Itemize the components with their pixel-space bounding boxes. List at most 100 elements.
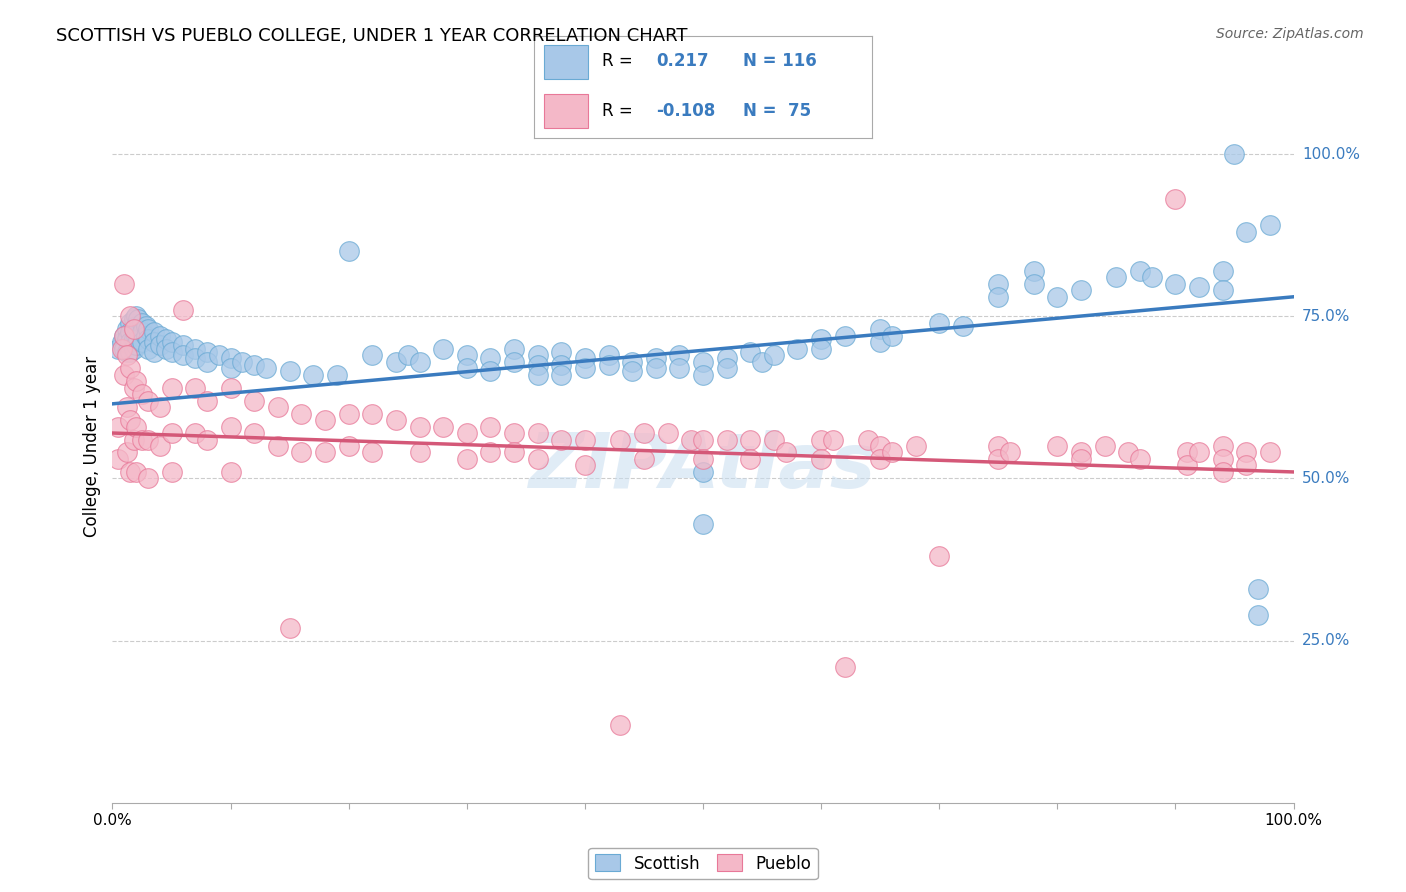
Point (987, 452, 1010, 467)
Text: 100.0%: 100.0% (1302, 146, 1360, 161)
Point (479, 364, 502, 378)
Point (928, 316, 950, 330)
Point (716, 361, 738, 376)
Point (1070, 283, 1092, 297)
Point (115, 445, 138, 459)
Point (125, 374, 148, 388)
Point (1175, 458, 1198, 473)
Point (858, 433, 880, 447)
Point (127, 322, 149, 336)
Point (125, 465, 148, 479)
Point (184, 351, 207, 366)
Point (998, 445, 1021, 459)
Text: N = 116: N = 116 (744, 53, 817, 70)
Point (1022, 264, 1045, 278)
Point (149, 338, 172, 352)
Point (184, 381, 207, 395)
Point (1212, 465, 1234, 479)
Point (120, 310, 142, 324)
Point (361, 445, 384, 459)
Point (361, 407, 384, 421)
Point (115, 400, 138, 414)
Point (195, 354, 218, 368)
Point (1234, 458, 1257, 473)
Text: ZIPAtlas: ZIPAtlas (529, 431, 877, 504)
Point (786, 342, 808, 356)
Point (135, 318, 157, 333)
Point (107, 452, 129, 467)
Text: R =: R = (602, 102, 633, 120)
Point (869, 335, 891, 350)
Point (1129, 264, 1152, 278)
Point (136, 471, 159, 485)
Point (107, 342, 129, 356)
Point (120, 361, 142, 376)
Point (692, 465, 714, 479)
Point (302, 368, 325, 382)
Point (115, 345, 138, 359)
Point (644, 351, 666, 366)
Point (644, 361, 666, 376)
Point (692, 516, 714, 531)
Point (633, 452, 655, 467)
Point (479, 419, 502, 434)
Point (219, 419, 242, 434)
Point (125, 419, 148, 434)
Point (1129, 452, 1152, 467)
Point (314, 413, 336, 427)
Point (834, 659, 856, 673)
Point (195, 393, 218, 408)
Point (243, 393, 266, 408)
Point (880, 328, 903, 343)
Point (122, 312, 145, 326)
Point (869, 439, 891, 453)
Point (987, 290, 1010, 304)
Point (550, 358, 572, 372)
Text: SCOTTISH VS PUEBLO COLLEGE, UNDER 1 YEAR CORRELATION CHART: SCOTTISH VS PUEBLO COLLEGE, UNDER 1 YEAR… (56, 27, 688, 45)
Point (125, 310, 148, 324)
Point (135, 328, 157, 343)
Point (1234, 225, 1257, 239)
Point (1212, 452, 1234, 467)
Point (160, 335, 183, 350)
Point (456, 361, 478, 376)
Point (219, 381, 242, 395)
Point (1188, 280, 1211, 294)
Point (290, 407, 312, 421)
Point (184, 342, 207, 356)
Point (621, 364, 644, 378)
Y-axis label: College, Under 1 year: College, Under 1 year (83, 355, 101, 537)
Point (231, 354, 253, 368)
Point (115, 348, 138, 362)
Point (1234, 445, 1257, 459)
Point (131, 326, 153, 340)
Point (751, 354, 773, 368)
Point (219, 465, 242, 479)
Point (122, 433, 145, 447)
Point (526, 358, 548, 372)
Point (385, 413, 408, 427)
Point (503, 445, 526, 459)
Point (1212, 283, 1234, 297)
Point (1164, 277, 1187, 291)
Point (550, 433, 572, 447)
Point (479, 351, 502, 366)
Point (869, 452, 891, 467)
Text: Source: ZipAtlas.com: Source: ZipAtlas.com (1216, 27, 1364, 41)
Point (1247, 607, 1270, 622)
Point (195, 433, 218, 447)
Point (120, 316, 142, 330)
Point (155, 332, 177, 346)
Point (149, 439, 172, 453)
Point (456, 452, 478, 467)
Point (503, 354, 526, 368)
Point (1212, 439, 1234, 453)
Point (574, 433, 596, 447)
Point (136, 393, 159, 408)
Point (904, 439, 927, 453)
Point (456, 425, 478, 440)
Point (172, 338, 194, 352)
Point (278, 364, 301, 378)
Point (115, 332, 138, 346)
Point (131, 433, 153, 447)
